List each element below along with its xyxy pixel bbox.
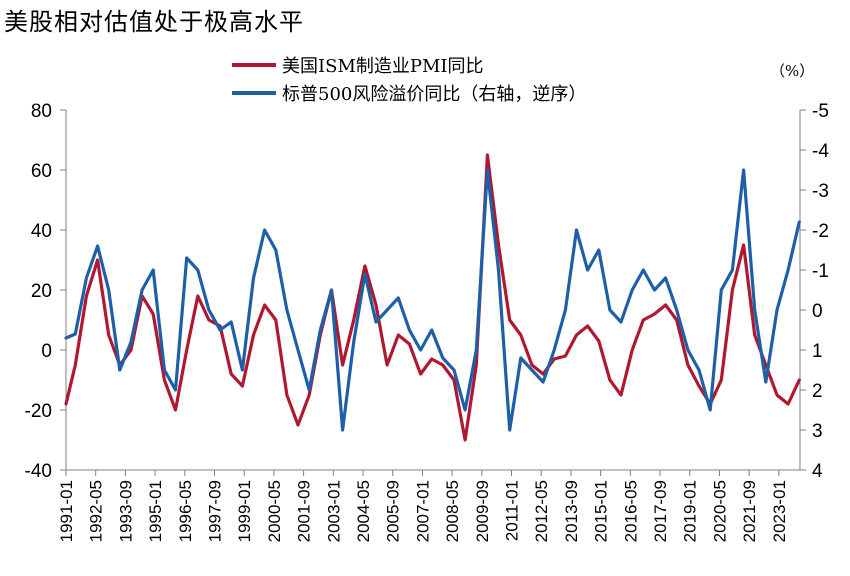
x-tick-label: 2001-09	[295, 480, 314, 542]
series-lines	[64, 153, 801, 442]
left-tick-label: 80	[31, 101, 52, 122]
x-tick-label: 1991-01	[57, 480, 76, 542]
x-tick-label: 2013-09	[562, 480, 581, 542]
x-tick-label: 2019-01	[681, 480, 700, 542]
series-line-pmi	[64, 153, 801, 442]
x-tick-label: 2004-05	[354, 480, 373, 542]
x-tick-label: 2016-05	[621, 480, 640, 542]
right-tick-label: -1	[812, 261, 829, 282]
legend-item-pmi: 美国ISM制造业PMI同比	[232, 52, 484, 78]
legend-label-pmi: 美国ISM制造业PMI同比	[282, 56, 484, 77]
x-tick-label: 2008-05	[443, 480, 462, 542]
left-tick-label: 60	[31, 161, 52, 182]
x-tick-label: 2000-05	[265, 480, 284, 542]
right-tick-label: 2	[812, 381, 823, 402]
right-tick-label: 1	[812, 341, 823, 362]
legend-swatch-pmi	[232, 63, 276, 67]
axes: 80 60 40 20 0 -20 -40 -5 -4 -3 -2 -1 0 1 2 3 4 1991-01 199…	[25, 101, 830, 542]
series-line-risk-premium	[64, 168, 801, 432]
right-tick-label: -4	[812, 141, 829, 162]
right-tick-label: 0	[812, 301, 823, 322]
x-tick-label: 2023-01	[770, 480, 789, 542]
x-tick-label: 2011-01	[503, 480, 522, 541]
x-tick-label: 2012-05	[532, 480, 551, 542]
x-tick-label: 2015-01	[592, 480, 611, 542]
x-tick-label: 1996-05	[176, 480, 195, 542]
x-tick-label: 2009-09	[473, 480, 492, 542]
right-tick-label: 3	[812, 421, 823, 442]
x-tick-label: 1999-01	[235, 480, 254, 542]
legend-label-risk-premium: 标普500风险溢价同比（右轴，逆序）	[282, 84, 587, 105]
x-tick-label: 1992-05	[87, 480, 106, 542]
legend-item-risk-premium: 标普500风险溢价同比（右轴，逆序）	[232, 80, 586, 106]
right-tick-label: 4	[812, 461, 823, 482]
x-tick-label: 1997-09	[206, 480, 225, 542]
x-tick-label: 2005-09	[384, 480, 403, 542]
x-tick-label: 2017-09	[651, 480, 670, 542]
x-tick-label: 2020-05	[710, 480, 729, 542]
x-tick-label: 2003-01	[324, 480, 343, 542]
left-tick-label: 20	[31, 281, 52, 302]
x-tick-label: 1993-09	[116, 480, 135, 542]
right-tick-label: -2	[812, 221, 829, 242]
x-tick-label: 2021-09	[740, 480, 759, 542]
left-tick-label: -20	[25, 401, 52, 422]
right-tick-label: -5	[812, 101, 829, 122]
left-tick-label: -40	[25, 461, 52, 482]
left-tick-label: 40	[31, 221, 52, 242]
legend-swatch-risk-premium	[232, 91, 276, 95]
chart-title: 美股相对估值处于极高水平	[4, 8, 304, 36]
x-tick-label: 1995-01	[146, 480, 165, 542]
unit-label: （%）	[770, 62, 815, 80]
right-tick-label: -3	[812, 181, 829, 202]
left-tick-label: 0	[41, 341, 52, 362]
x-tick-label: 2007-01	[413, 480, 432, 542]
